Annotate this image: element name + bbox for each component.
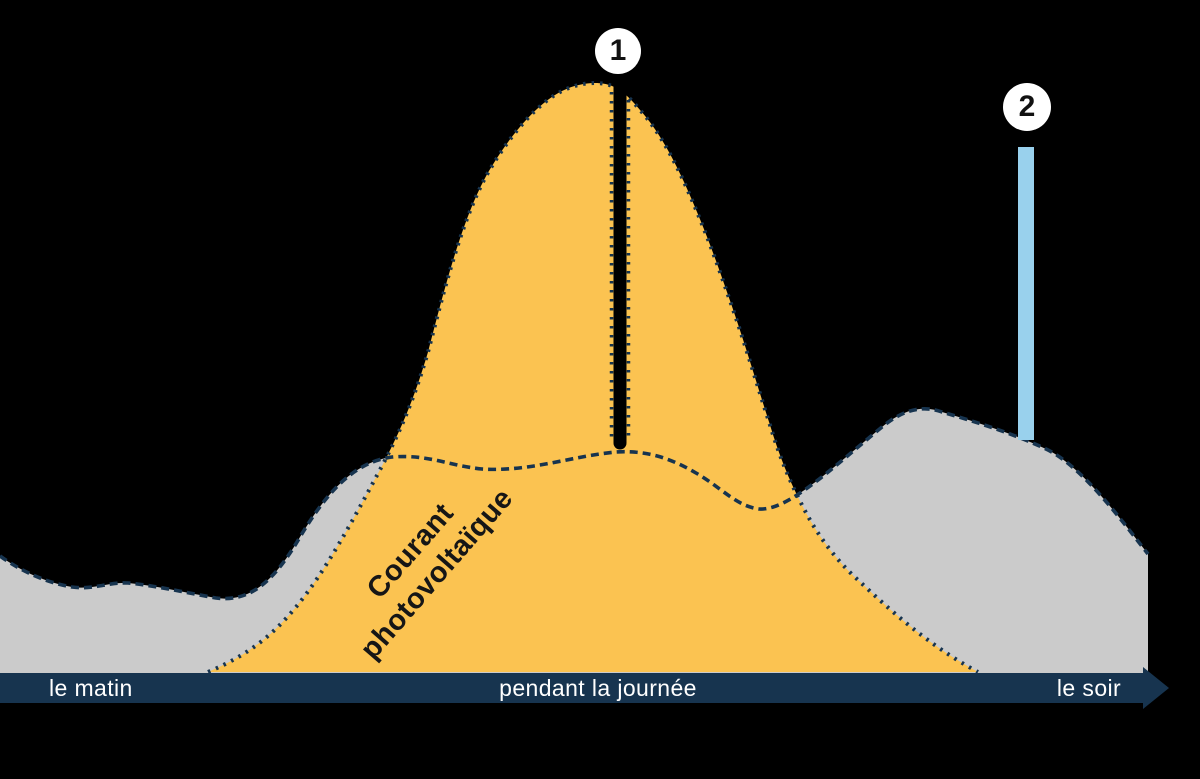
marker-1-badge: 1 [595, 28, 641, 74]
marker-1-number: 1 [609, 34, 627, 67]
marker-2-number: 2 [1018, 90, 1036, 123]
pv-production-area [208, 83, 978, 672]
marker2-gap-bar [1018, 147, 1034, 440]
x-axis-bar [0, 673, 1145, 703]
consumption-curve-dashed [0, 406, 1150, 601]
x-axis-arrow-head [1143, 667, 1169, 709]
marker-2-badge: 2 [1003, 83, 1051, 131]
axis-label-morning: le matin [49, 675, 133, 701]
axis-label-evening: le soir [1056, 675, 1122, 701]
axis-label-day: pendant la journée [499, 675, 697, 701]
